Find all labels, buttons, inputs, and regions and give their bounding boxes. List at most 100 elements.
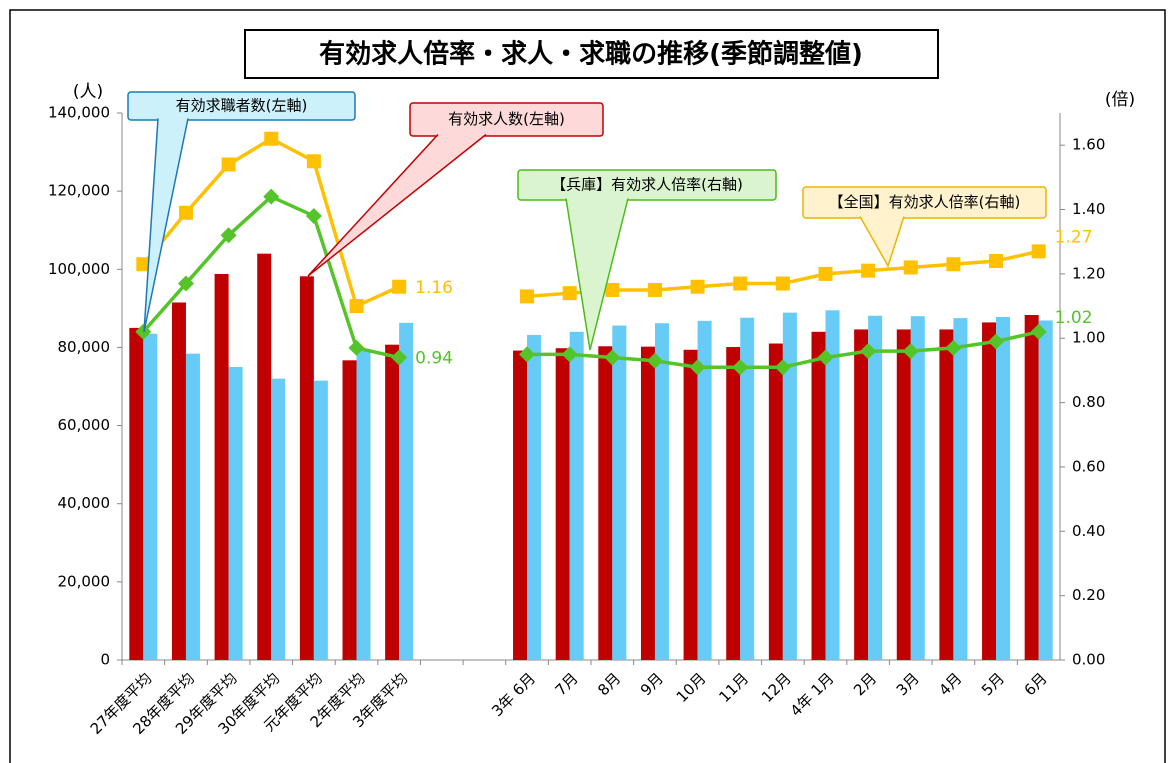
bar (1024, 314, 1039, 660)
marker (860, 343, 877, 360)
marker (945, 339, 962, 356)
marker (306, 154, 321, 169)
bar (1038, 320, 1053, 660)
marker (562, 286, 577, 301)
title-box (244, 29, 939, 79)
y2-tick-label: 0.60 (1072, 457, 1105, 475)
x-tick-label: 4年 1月 (787, 669, 838, 720)
bar (257, 253, 272, 660)
bar (385, 344, 400, 660)
bar (640, 346, 655, 660)
bar (555, 348, 570, 660)
bar (271, 378, 286, 660)
bar (171, 302, 186, 660)
marker (946, 257, 961, 272)
y-tick-label: 120,000 (48, 182, 110, 200)
y2-tick-label: 0.20 (1072, 586, 1105, 604)
bar (768, 343, 783, 660)
y2-tick-label: 0.40 (1072, 522, 1105, 540)
marker (604, 349, 621, 366)
x-tick-label: 3年 6月 (488, 669, 539, 720)
x-tick-label: 2月 (850, 669, 880, 699)
bar (740, 317, 755, 660)
marker (178, 205, 193, 220)
bar (896, 329, 911, 660)
x-tick-label: 11月 (715, 669, 752, 706)
bar (143, 333, 158, 660)
y2-tick-label: 1.60 (1072, 136, 1105, 154)
marker (818, 266, 833, 281)
marker (817, 349, 834, 366)
marker (989, 254, 1004, 269)
callout-pointer (565, 198, 629, 351)
marker (136, 257, 151, 272)
y2-unit: (倍) (1105, 90, 1135, 110)
legend-entry: 【兵庫】有効求人倍率(右軸) (551, 176, 743, 194)
bar (697, 320, 712, 660)
marker (392, 279, 407, 294)
y-tick-label: 60,000 (58, 416, 111, 434)
callout-pointer (859, 216, 905, 268)
y2-tick-label: 1.40 (1072, 200, 1105, 218)
bar (299, 276, 314, 660)
bar (356, 349, 371, 660)
marker (988, 333, 1005, 350)
marker (263, 188, 280, 205)
data-label: 1.02 (1055, 308, 1093, 328)
data-label: 1.16 (415, 278, 453, 298)
marker (689, 359, 706, 376)
marker (646, 352, 663, 369)
bar (527, 334, 542, 660)
marker (1030, 323, 1047, 340)
marker (902, 343, 919, 360)
bar (612, 325, 627, 660)
bar (854, 329, 869, 660)
marker (732, 359, 749, 376)
bar (342, 360, 357, 660)
frame (9, 9, 1166, 763)
bar (214, 273, 229, 660)
bar (953, 318, 968, 660)
marker (733, 276, 748, 291)
bar (569, 331, 584, 660)
bar (910, 316, 925, 660)
x-tick-label: 10月 (673, 669, 710, 706)
legend-entry: 有効求人数(左軸) (448, 110, 565, 128)
marker (348, 339, 365, 356)
callout-box (802, 186, 1047, 219)
x-tick-label: 5月 (978, 669, 1008, 699)
bar (782, 312, 797, 660)
bar (313, 380, 328, 660)
x-tick-label: 12月 (758, 669, 795, 706)
x-tick-label: 8月 (594, 669, 624, 699)
marker (177, 275, 194, 292)
marker (221, 157, 236, 172)
bar (939, 329, 954, 660)
data-label: 1.27 (1055, 227, 1093, 247)
marker (391, 349, 408, 366)
callout-pointer (307, 133, 487, 277)
bar (129, 327, 144, 660)
bar (811, 331, 826, 660)
y-tick-label: 40,000 (58, 494, 111, 512)
marker (520, 289, 535, 304)
marker (690, 279, 705, 294)
y2-tick-label: 1.00 (1072, 329, 1105, 347)
chart-title: 有効求人倍率・求人・求職の推移(季節調整値) (319, 39, 863, 70)
bar (996, 316, 1011, 660)
marker (774, 359, 791, 376)
marker (305, 207, 322, 224)
bar (868, 315, 883, 660)
y2-tick-label: 0.80 (1072, 393, 1105, 411)
callout-box (409, 102, 604, 137)
x-tick-label: 7月 (552, 669, 582, 699)
marker (861, 263, 876, 278)
legend-entry: 【全国】有効求人倍率(右軸) (829, 193, 1021, 211)
marker (647, 282, 662, 297)
y-unit: (人) (73, 82, 103, 102)
y-tick-label: 140,000 (48, 104, 110, 122)
marker (605, 282, 620, 297)
bar (726, 347, 741, 660)
bar (654, 323, 669, 660)
